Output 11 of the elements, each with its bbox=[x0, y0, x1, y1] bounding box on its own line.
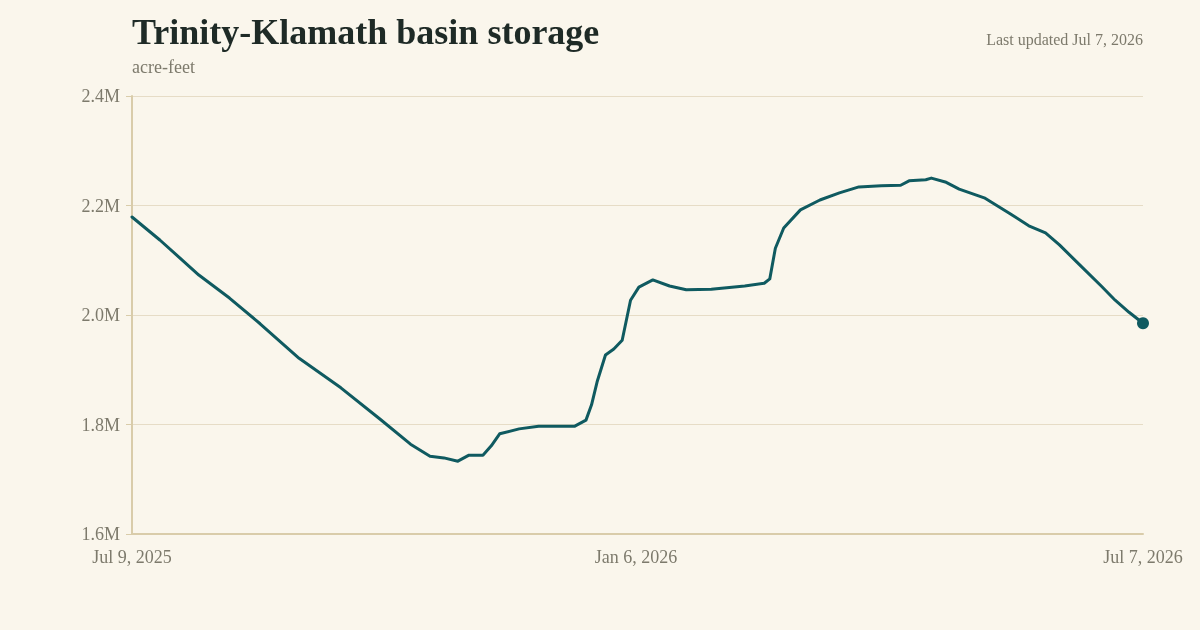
chart-title: Trinity-Klamath basin storage bbox=[132, 12, 600, 52]
x-tick-label: Jul 7, 2026 bbox=[1103, 547, 1183, 567]
x-tick-label: Jan 6, 2026 bbox=[594, 547, 678, 567]
x-tick-label: Jul 9, 2025 bbox=[92, 547, 172, 567]
y-tick-label: 2.2M bbox=[81, 195, 120, 216]
y-tick-label: 1.8M bbox=[81, 414, 120, 435]
text: Last updated Jul 7, 2026 bbox=[986, 30, 1144, 49]
y-tick-label: 2.4M bbox=[81, 86, 120, 106]
y-tick-label: 1.6M bbox=[81, 524, 120, 544]
y-tick-label: 2.0M bbox=[81, 305, 120, 325]
y-axis-title: acre-feet bbox=[132, 57, 195, 77]
